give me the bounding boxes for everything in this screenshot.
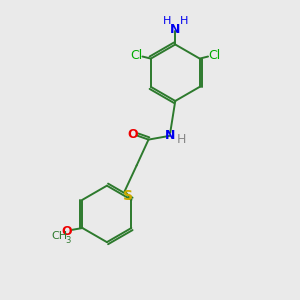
Text: H: H xyxy=(177,133,186,146)
Text: N: N xyxy=(170,22,181,35)
Text: Cl: Cl xyxy=(208,49,220,62)
Text: S: S xyxy=(123,189,133,203)
Text: N: N xyxy=(165,129,175,142)
Text: 3: 3 xyxy=(65,236,70,245)
Text: O: O xyxy=(62,225,72,238)
Text: H: H xyxy=(179,16,188,26)
Text: H: H xyxy=(163,16,171,26)
Text: Cl: Cl xyxy=(130,49,143,62)
Text: O: O xyxy=(128,128,138,141)
Text: CH: CH xyxy=(51,231,67,241)
